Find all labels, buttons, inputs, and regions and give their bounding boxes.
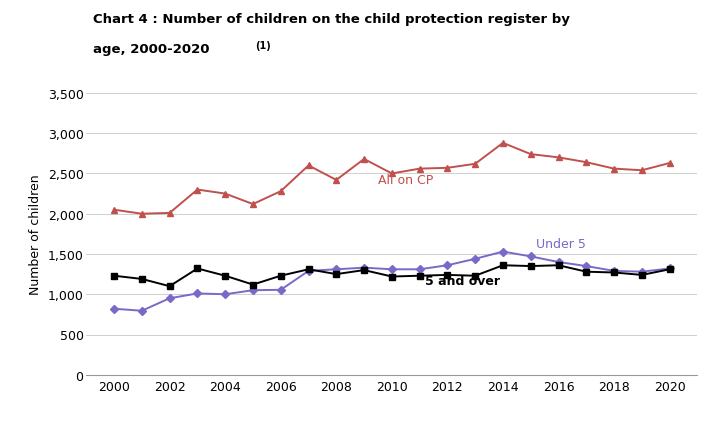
Y-axis label: Number of children: Number of children (29, 174, 42, 294)
Text: Under 5: Under 5 (536, 237, 586, 250)
Text: All on CP: All on CP (378, 174, 434, 187)
Text: Chart 4 : Number of children on the child protection register by: Chart 4 : Number of children on the chil… (93, 13, 570, 26)
Text: (1): (1) (255, 40, 271, 50)
Text: 5 and over: 5 and over (425, 274, 500, 287)
Text: age, 2000-2020: age, 2000-2020 (93, 43, 210, 55)
